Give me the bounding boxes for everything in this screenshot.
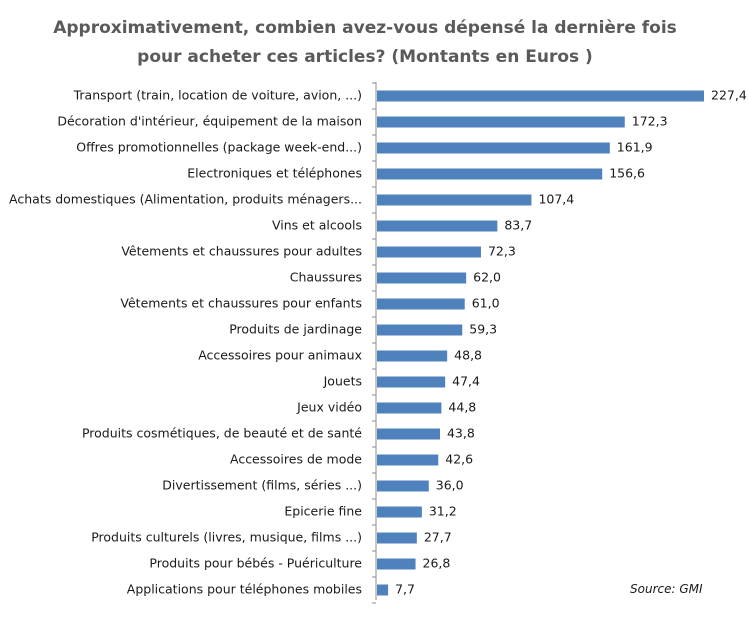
chart-title: Approximativement, combien avez-vous dép… xyxy=(0,14,730,72)
bar xyxy=(377,116,625,128)
category-label: Vêtements et chaussures pour adultes xyxy=(121,244,362,259)
bar xyxy=(377,168,603,180)
category-label: Accessoires pour animaux xyxy=(198,348,362,363)
value-label: 47,4 xyxy=(452,374,480,389)
category-label: Offres promotionnelles (package week-end… xyxy=(76,140,362,155)
category-label: Electroniques et téléphones xyxy=(187,166,362,181)
value-label: 43,8 xyxy=(447,426,475,441)
value-label: 61,0 xyxy=(472,296,500,311)
bar xyxy=(377,324,463,336)
bar xyxy=(377,298,465,310)
value-label: 31,2 xyxy=(429,504,457,519)
value-label: 26,8 xyxy=(423,556,451,571)
value-label: 36,0 xyxy=(436,478,464,493)
value-label: 48,8 xyxy=(454,348,482,363)
value-label: 44,8 xyxy=(448,400,476,415)
bar xyxy=(377,480,429,492)
bar xyxy=(377,532,417,544)
category-label: Achats domestiques (Alimentation, produi… xyxy=(9,192,362,207)
value-label: 83,7 xyxy=(504,218,532,233)
bar xyxy=(377,90,704,102)
value-label: 27,7 xyxy=(424,530,452,545)
value-label: 107,4 xyxy=(538,192,574,207)
category-label: Vêtements et chaussures pour enfants xyxy=(120,296,362,311)
bar xyxy=(377,350,448,362)
bar xyxy=(377,246,481,258)
category-label: Décoration d'intérieur, équipement de la… xyxy=(57,114,362,129)
bar xyxy=(377,558,416,570)
category-label: Chaussures xyxy=(290,270,362,285)
value-label: 59,3 xyxy=(469,322,497,337)
bar xyxy=(377,428,440,440)
bar xyxy=(377,454,439,466)
category-label: Produits de jardinage xyxy=(229,322,362,337)
bar xyxy=(377,194,532,206)
source-note: Source: GMI xyxy=(630,582,703,596)
bar xyxy=(377,376,446,388)
bar xyxy=(377,402,442,414)
value-label: 42,6 xyxy=(445,452,473,467)
category-label: Applications pour téléphones mobiles xyxy=(127,582,362,597)
category-label: Epicerie fine xyxy=(284,504,362,519)
value-label: 72,3 xyxy=(488,244,516,259)
category-label: Produits culturels (livres, musique, fil… xyxy=(91,530,362,545)
value-label: 227,4 xyxy=(711,88,747,103)
category-label: Produits cosmétiques, de beauté et de sa… xyxy=(82,426,362,441)
value-label: 156,6 xyxy=(609,166,645,181)
bar xyxy=(377,506,422,518)
category-label: Vins et alcools xyxy=(272,218,362,233)
category-label: Accessoires de mode xyxy=(230,452,362,467)
value-label: 161,9 xyxy=(617,140,653,155)
category-label: Transport (train, location de voiture, a… xyxy=(73,88,362,103)
category-label: Jeux vidéo xyxy=(296,400,362,415)
category-label: Divertissement (films, séries ...) xyxy=(162,478,362,493)
bar xyxy=(377,220,498,232)
bar xyxy=(377,272,467,284)
chart-title-line-2: pour acheter ces articles? (Montants en … xyxy=(137,47,593,67)
value-label: 7,7 xyxy=(395,582,415,597)
bar xyxy=(377,584,389,596)
bar xyxy=(377,142,610,154)
category-label: Jouets xyxy=(323,374,362,389)
value-label: 62,0 xyxy=(473,270,501,285)
chart-title-line-1: Approximativement, combien avez-vous dép… xyxy=(53,18,677,38)
value-label: 172,3 xyxy=(632,114,668,129)
category-label: Produits pour bébés - Puériculture xyxy=(149,556,362,571)
